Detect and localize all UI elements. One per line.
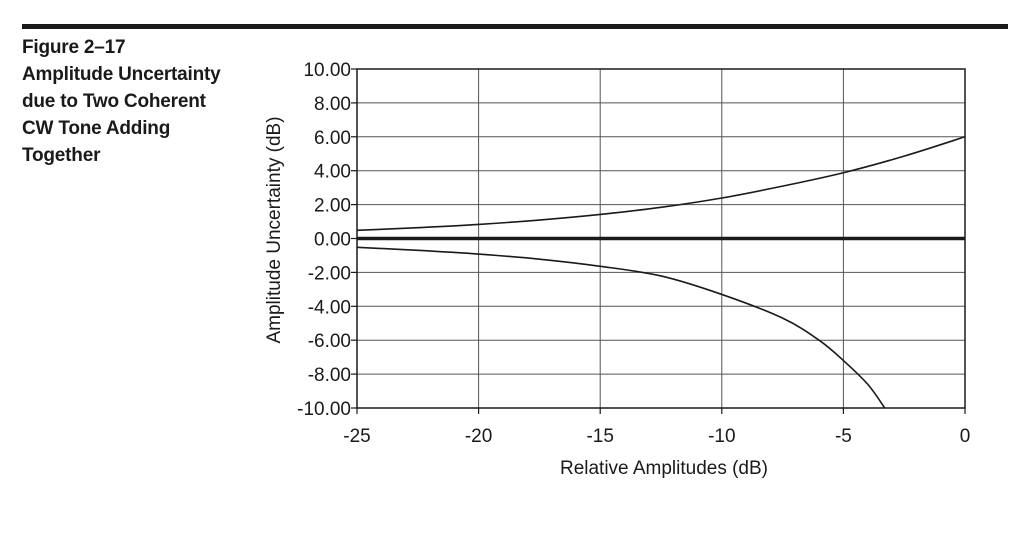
y-tick-label: -10.00 xyxy=(297,399,351,420)
top-rule xyxy=(22,24,1008,29)
x-tick-label: -25 xyxy=(343,426,370,447)
y-tick-label: -6.00 xyxy=(308,331,351,352)
y-tick-label: -2.00 xyxy=(308,263,351,284)
caption-line-3: CW Tone Adding xyxy=(22,118,171,139)
upper-bound-curve xyxy=(356,136,966,232)
lower-bound-curve xyxy=(356,246,886,409)
y-axis-title: Amplitude Uncertainty (dB) xyxy=(264,116,285,343)
y-tick-label: 0.00 xyxy=(314,230,351,251)
x-tick-label: -20 xyxy=(465,426,492,447)
x-tick-label: -10 xyxy=(708,426,735,447)
caption-line-1: Amplitude Uncertainty xyxy=(22,64,221,85)
y-tick-label: -8.00 xyxy=(308,365,351,386)
axis-layer xyxy=(351,68,966,414)
figure-caption: Figure 2–17 Amplitude Uncertainty due to… xyxy=(22,34,267,169)
figure-label: Figure 2–17 xyxy=(22,37,126,58)
x-tick-label: 0 xyxy=(960,426,971,447)
x-tick-label: -5 xyxy=(835,426,852,447)
x-axis-title: Relative Amplitudes (dB) xyxy=(560,458,768,479)
x-tick-label: -15 xyxy=(586,426,613,447)
y-tick-label: 4.00 xyxy=(314,162,351,183)
y-tick-label: 6.00 xyxy=(314,128,351,149)
caption-line-2: due to Two Coherent xyxy=(22,91,206,112)
label-layer: 10.00 8.00 6.00 4.00 2.00 0.00 -2.00 -4.00 -6.00… xyxy=(297,60,970,447)
caption-line-4: Together xyxy=(22,145,101,166)
y-tick-label: 8.00 xyxy=(314,94,351,115)
y-tick-label: 2.00 xyxy=(314,196,351,217)
y-tick-label: 10.00 xyxy=(303,60,351,81)
series-layer xyxy=(356,136,966,409)
y-tick-label: -4.00 xyxy=(308,297,351,318)
